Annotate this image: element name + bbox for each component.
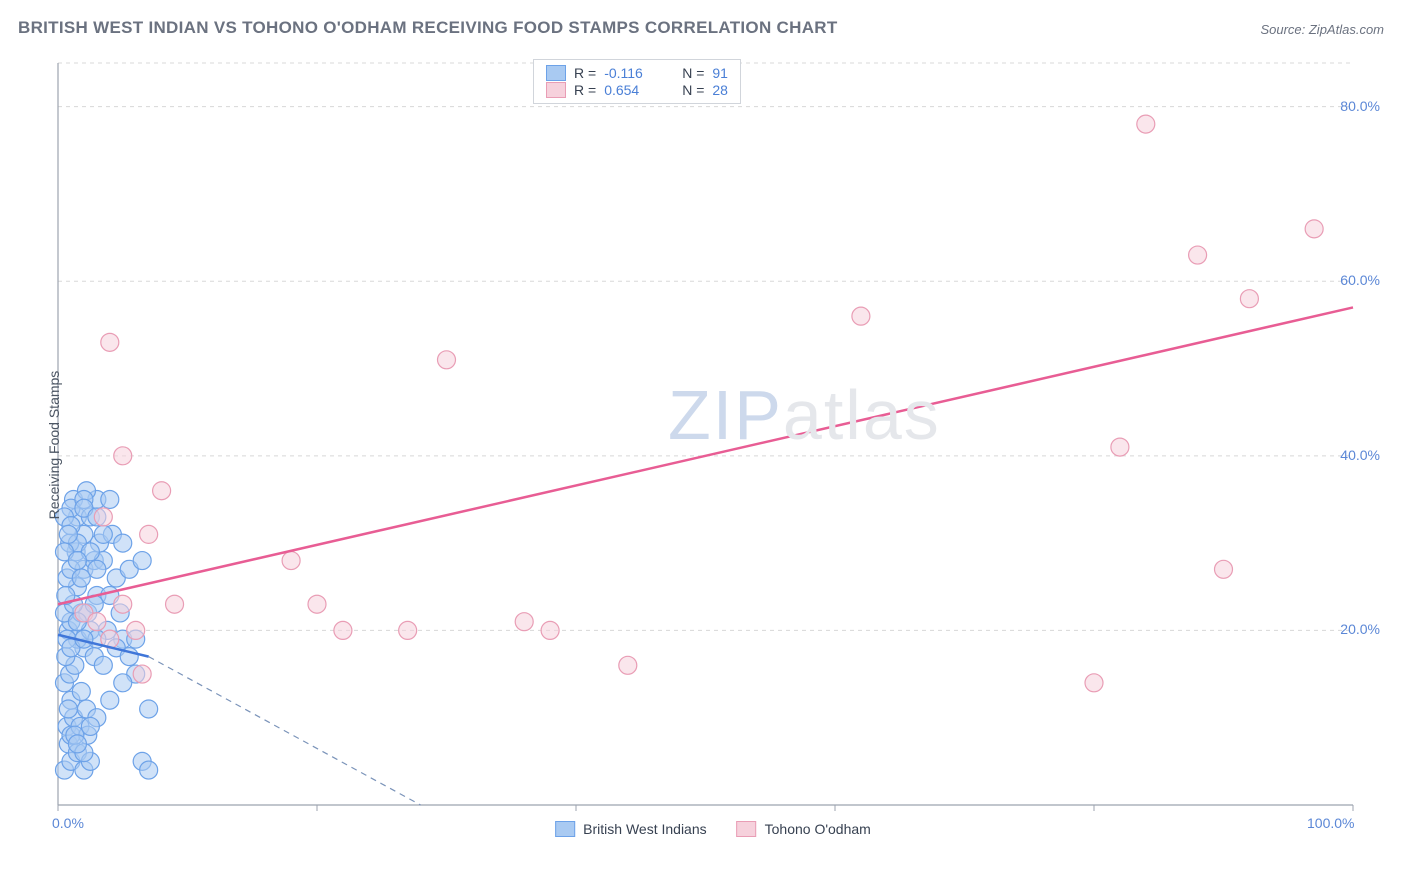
chart-area: Receiving Food Stamps ZIPatlas R =-0.116… xyxy=(48,55,1378,835)
series-legend: British West Indians Tohono O'odham xyxy=(555,821,871,837)
y-tick-label: 20.0% xyxy=(1340,621,1380,637)
series-legend-item: Tohono O'odham xyxy=(737,821,871,837)
legend-swatch xyxy=(555,821,575,837)
scatter-chart xyxy=(48,55,1378,835)
legend-swatch xyxy=(737,821,757,837)
y-tick-label: 60.0% xyxy=(1340,272,1380,288)
y-tick-label: 40.0% xyxy=(1340,447,1380,463)
y-tick-label: 80.0% xyxy=(1340,98,1380,114)
series-legend-item: British West Indians xyxy=(555,821,706,837)
source-label: Source: ZipAtlas.com xyxy=(1260,22,1384,37)
legend-row: R =0.654N =28 xyxy=(546,82,728,98)
legend-swatch xyxy=(546,65,566,81)
correlation-legend: R =-0.116N =91R =0.654N =28 xyxy=(533,59,741,104)
y-axis-label: Receiving Food Stamps xyxy=(46,371,62,520)
legend-swatch xyxy=(546,82,566,98)
x-tick-label: 100.0% xyxy=(1307,815,1354,831)
legend-row: R =-0.116N =91 xyxy=(546,65,728,81)
chart-title: BRITISH WEST INDIAN VS TOHONO O'ODHAM RE… xyxy=(18,18,838,38)
x-tick-label: 0.0% xyxy=(52,815,84,831)
